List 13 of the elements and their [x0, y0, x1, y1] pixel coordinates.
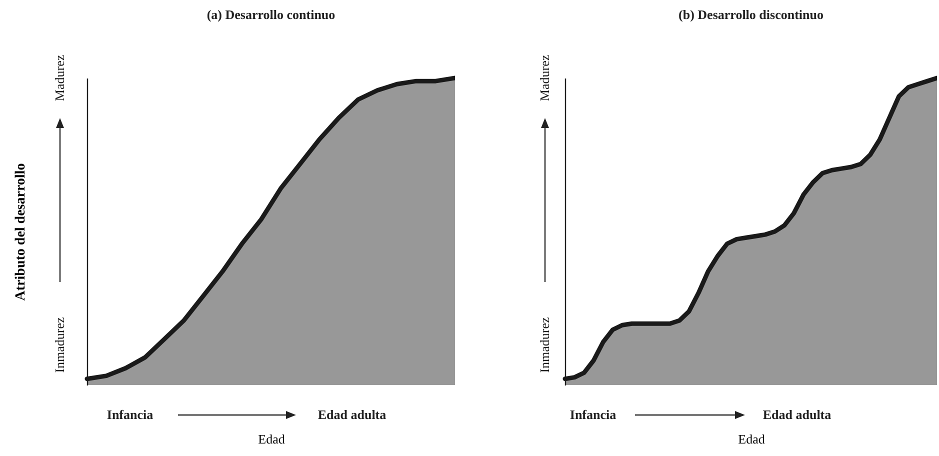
chart-title: (a) Desarrollo continuo	[206, 7, 336, 22]
text: Infancia	[570, 407, 617, 422]
y-axis-title: Atributo del desarrollo	[14, 163, 28, 301]
text: Madurez	[537, 54, 552, 102]
text: Inmadurez	[537, 316, 552, 373]
chart-title: (b) Desarrollo discontinuo	[678, 7, 824, 22]
text: Madurez	[52, 54, 67, 102]
x-axis-title: Edad	[258, 432, 286, 446]
text: Edad adulta	[762, 407, 832, 422]
x-axis-title: Edad	[738, 432, 766, 446]
text: Infancia	[106, 407, 154, 422]
text: Inmadurez	[52, 316, 67, 373]
text: Edad adulta	[318, 407, 387, 422]
